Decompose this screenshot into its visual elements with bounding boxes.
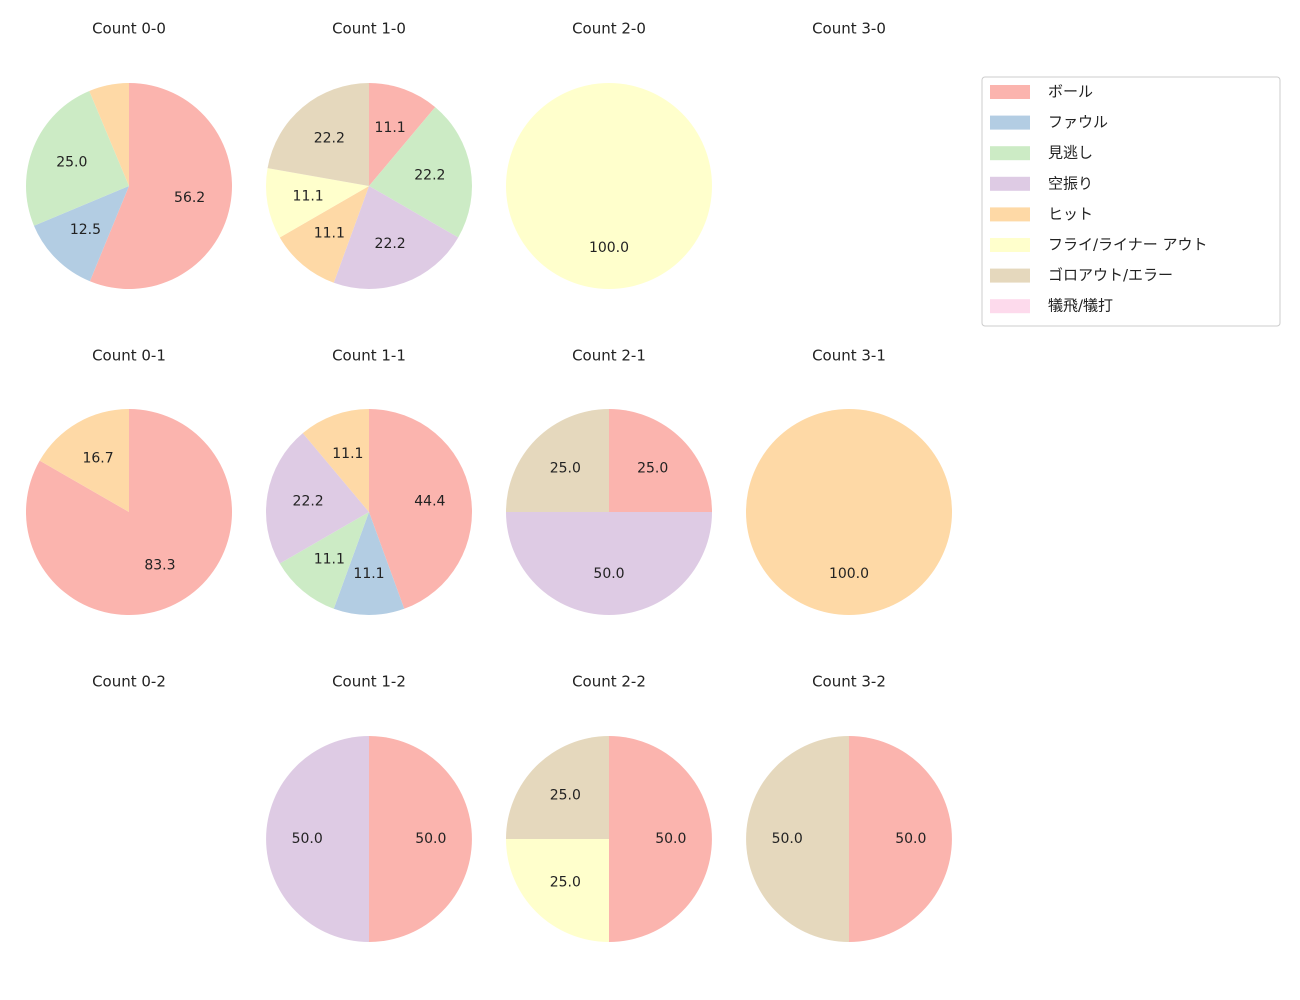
value-label: 25.0: [637, 460, 668, 476]
pie-slice: [506, 736, 609, 839]
legend-label: ヒット: [1048, 205, 1093, 223]
value-label: 12.5: [70, 222, 101, 238]
value-label: 22.2: [375, 236, 406, 252]
legend-swatch: [990, 299, 1030, 314]
chart-title: Count 2-0: [572, 20, 646, 38]
value-label: 11.1: [375, 120, 406, 136]
pie-slice: [506, 839, 609, 942]
pie-slice: [89, 83, 232, 289]
legend-label: 空振り: [1048, 174, 1093, 192]
value-label: 16.7: [82, 451, 113, 467]
legend-label: ゴロアウト/エラー: [1048, 266, 1173, 284]
pie-slice: [369, 736, 472, 942]
pie-slice: [333, 512, 405, 615]
chart-title: Count 0-1: [92, 347, 166, 365]
pie-slice: [369, 409, 472, 609]
legend-label: ファウル: [1048, 113, 1108, 131]
value-label: 50.0: [655, 831, 686, 847]
legend-swatch: [990, 238, 1030, 252]
value-label: 83.3: [144, 557, 175, 573]
legend-label: 見逃し: [1048, 144, 1093, 162]
chart-title: Count 1-0: [332, 20, 406, 38]
pie-slice: [746, 736, 849, 942]
pie-slice: [369, 83, 436, 186]
pie-slice: [279, 186, 369, 283]
pie-slice: [609, 736, 712, 942]
value-label: 11.1: [314, 225, 345, 241]
pie-slice: [265, 168, 369, 238]
value-label: 100.0: [829, 566, 869, 582]
pie-slice: [25, 90, 130, 226]
chart-title: Count 1-2: [332, 673, 406, 691]
value-label: 50.0: [292, 831, 323, 847]
value-label: 50.0: [895, 831, 926, 847]
pie-slice: [746, 409, 952, 615]
legend-swatch: [990, 207, 1030, 222]
pie-slice: [267, 83, 369, 186]
value-label: 11.1: [293, 189, 324, 205]
chart-title: Count 3-1: [812, 347, 886, 365]
pie-slice: [266, 736, 369, 942]
value-label: 50.0: [593, 566, 624, 582]
pie-slice: [849, 736, 952, 942]
pie-slice: [506, 409, 609, 512]
chart-title: Count 0-2: [92, 673, 166, 691]
legend-label: ボール: [1048, 83, 1093, 101]
pie-slice: [506, 83, 712, 289]
legend-swatch: [990, 85, 1030, 99]
value-label: 50.0: [415, 831, 446, 847]
pie-slice: [265, 433, 369, 564]
chart-title: Count 0-0: [92, 20, 166, 38]
chart-title: Count 3-0: [812, 20, 886, 38]
chart-title: Count 2-1: [572, 347, 646, 365]
value-label: 11.1: [353, 566, 384, 582]
legend-label: フライ/ライナー アウト: [1048, 236, 1208, 254]
value-label: 56.2: [174, 190, 205, 206]
chart-title: Count 1-1: [332, 347, 406, 365]
pie-slice: [89, 83, 129, 186]
value-label: 25.0: [550, 460, 581, 476]
value-label: 44.4: [414, 493, 445, 509]
value-label: 25.0: [550, 787, 581, 803]
pie-slice: [333, 186, 459, 289]
pie-slice: [506, 512, 712, 615]
value-label: 50.0: [772, 831, 803, 847]
legend-swatch: [990, 268, 1030, 283]
pie-slice: [369, 107, 473, 238]
chart-title: Count 2-2: [572, 673, 646, 691]
legend-swatch: [990, 146, 1030, 161]
pie-slice: [302, 409, 369, 512]
value-label: 11.1: [332, 446, 363, 462]
value-label: 25.0: [56, 155, 87, 171]
pie-slice: [39, 409, 129, 512]
value-label: 11.1: [314, 551, 345, 567]
value-label: 22.2: [414, 167, 445, 183]
value-label: 25.0: [550, 875, 581, 891]
pie-slice: [279, 512, 369, 609]
legend-swatch: [990, 176, 1030, 191]
pie-slice: [609, 409, 712, 512]
legend-label: 犠飛/犠打: [1048, 297, 1113, 315]
legend-box: [981, 76, 1281, 327]
legend-swatch: [990, 115, 1030, 130]
value-label: 22.2: [293, 493, 324, 509]
pie-slice: [25, 409, 232, 616]
chart-title: Count 3-2: [812, 673, 886, 691]
pie-slice: [33, 186, 129, 282]
value-label: 100.0: [589, 240, 629, 256]
value-label: 22.2: [314, 131, 345, 147]
